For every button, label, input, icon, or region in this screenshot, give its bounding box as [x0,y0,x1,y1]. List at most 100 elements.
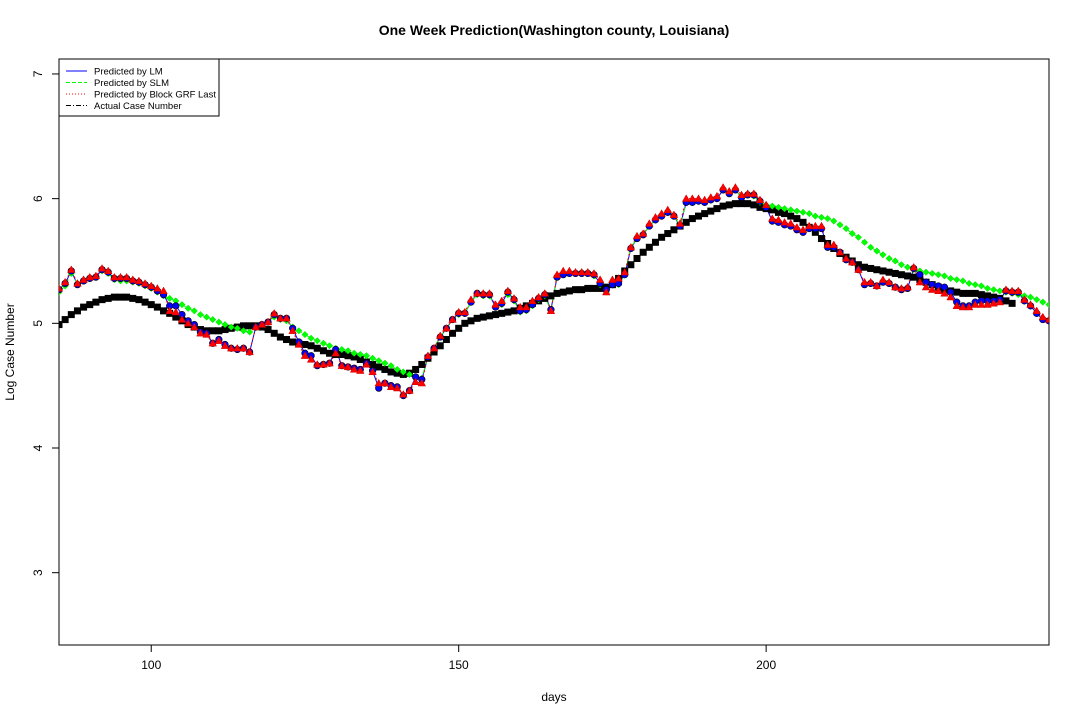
point-predicted-by-block-grf-last [940,289,949,297]
point-actual-case-number [307,342,315,350]
point-predicted-by-block-grf-last [614,274,623,282]
point-actual-case-number [129,294,137,302]
point-predicted-by-block-grf-last [841,254,851,262]
point-predicted-by-block-grf-last [183,319,193,327]
point-actual-case-number [449,329,457,337]
point-actual-case-number [110,293,118,301]
point-predicted-by-block-grf-last [866,277,875,286]
point-actual-case-number [965,289,973,297]
point-actual-case-number [885,268,893,276]
point-predicted-by-slm [781,205,789,213]
point-predicted-by-block-grf-last [946,292,955,301]
point-predicted-by-block-grf-last [558,266,568,275]
point-predicted-by-block-grf-last [608,275,617,283]
point-predicted-by-slm [787,206,795,214]
point-actual-case-number [301,341,309,349]
point-predicted-by-slm [860,238,869,246]
point-actual-case-number [1002,297,1010,305]
point-predicted-by-slm [830,217,838,225]
point-actual-case-number [861,263,869,271]
point-predicted-by-block-grf-last [497,296,506,304]
point-predicted-by-block-grf-last [306,355,316,363]
plot-frame [58,58,1050,646]
point-actual-case-number [147,301,155,309]
point-predicted-by-block-grf-last [602,287,611,296]
point-predicted-by-block-grf-last [1014,286,1023,295]
point-predicted-by-block-grf-last [989,299,998,307]
point-actual-case-number [461,319,469,327]
point-predicted-by-block-grf-last [1038,312,1048,321]
point-actual-case-number [971,289,979,297]
point-predicted-by-block-grf-last [952,301,961,309]
point-predicted-by-block-grf-last [534,292,543,301]
point-predicted-by-slm [1045,301,1049,309]
point-actual-case-number [455,324,463,332]
point-actual-case-number [658,233,666,241]
point-predicted-by-block-grf-last [958,302,968,311]
point-actual-case-number [283,336,291,344]
point-predicted-by-slm [233,324,241,332]
point-actual-case-number [984,292,992,300]
y-tick-label: 6 [31,195,45,202]
point-predicted-by-block-grf-last [349,365,359,373]
legend-label: Predicted by SLM [94,78,169,89]
point-predicted-by-block-grf-last [147,281,156,290]
point-predicted-by-slm [885,254,893,263]
point-predicted-by-slm [166,294,174,302]
point-predicted-by-block-grf-last [583,267,593,276]
point-predicted-by-block-grf-last [485,289,494,297]
point-predicted-by-block-grf-last [436,331,445,339]
point-predicted-by-block-grf-last [276,314,285,322]
point-actual-case-number [418,360,426,368]
point-actual-case-number [504,308,512,316]
point-actual-case-number [904,272,912,280]
point-predicted-by-block-grf-last [663,205,672,213]
point-predicted-by-slm [203,313,211,321]
point-predicted-by-slm [227,323,235,331]
point-actual-case-number [338,350,346,358]
point-predicted-by-block-grf-last [103,266,113,275]
point-actual-case-number [854,261,862,269]
point-actual-case-number [645,243,653,251]
point-predicted-by-slm [971,281,979,289]
point-predicted-by-block-grf-last [362,360,371,368]
point-actual-case-number [750,201,758,209]
legend-label: Predicted by LM [94,66,163,77]
point-predicted-by-slm [879,251,887,259]
point-actual-case-number [682,218,690,226]
point-predicted-by-block-grf-last [731,183,740,191]
y-tick-label: 5 [31,320,45,327]
point-predicted-by-slm [295,327,303,335]
point-predicted-by-slm [983,284,992,292]
point-predicted-by-block-grf-last [983,300,992,308]
point-actual-case-number [369,360,377,368]
point-actual-case-number [412,365,420,373]
point-predicted-by-block-grf-last [288,326,297,334]
point-actual-case-number [639,248,647,256]
point-actual-case-number [375,363,383,371]
point-predicted-by-slm [1039,298,1047,306]
point-predicted-by-block-grf-last [577,267,586,276]
point-actual-case-number [627,261,635,269]
point-predicted-by-slm [399,368,407,376]
point-predicted-by-block-grf-last [208,338,217,347]
point-predicted-by-slm [246,328,254,336]
point-predicted-by-block-grf-last [651,213,660,221]
point-predicted-by-slm [239,327,248,335]
point-predicted-by-block-grf-last [423,351,433,359]
point-predicted-by-slm [897,261,905,269]
point-predicted-by-block-grf-last [491,300,500,308]
point-predicted-by-block-grf-last [405,386,414,394]
point-actual-case-number [215,327,223,335]
point-predicted-by-slm [338,345,346,354]
point-predicted-by-block-grf-last [964,302,974,311]
point-predicted-by-block-grf-last [878,275,888,283]
point-actual-case-number [104,294,112,302]
point-predicted-by-block-grf-last [257,320,267,328]
point-predicted-by-slm [215,318,223,326]
point-predicted-by-block-grf-last [725,186,734,195]
x-tick-label: 200 [756,658,776,672]
point-predicted-by-block-grf-last [1051,325,1059,332]
point-predicted-by-block-grf-last [325,358,334,367]
point-actual-case-number [381,365,389,373]
